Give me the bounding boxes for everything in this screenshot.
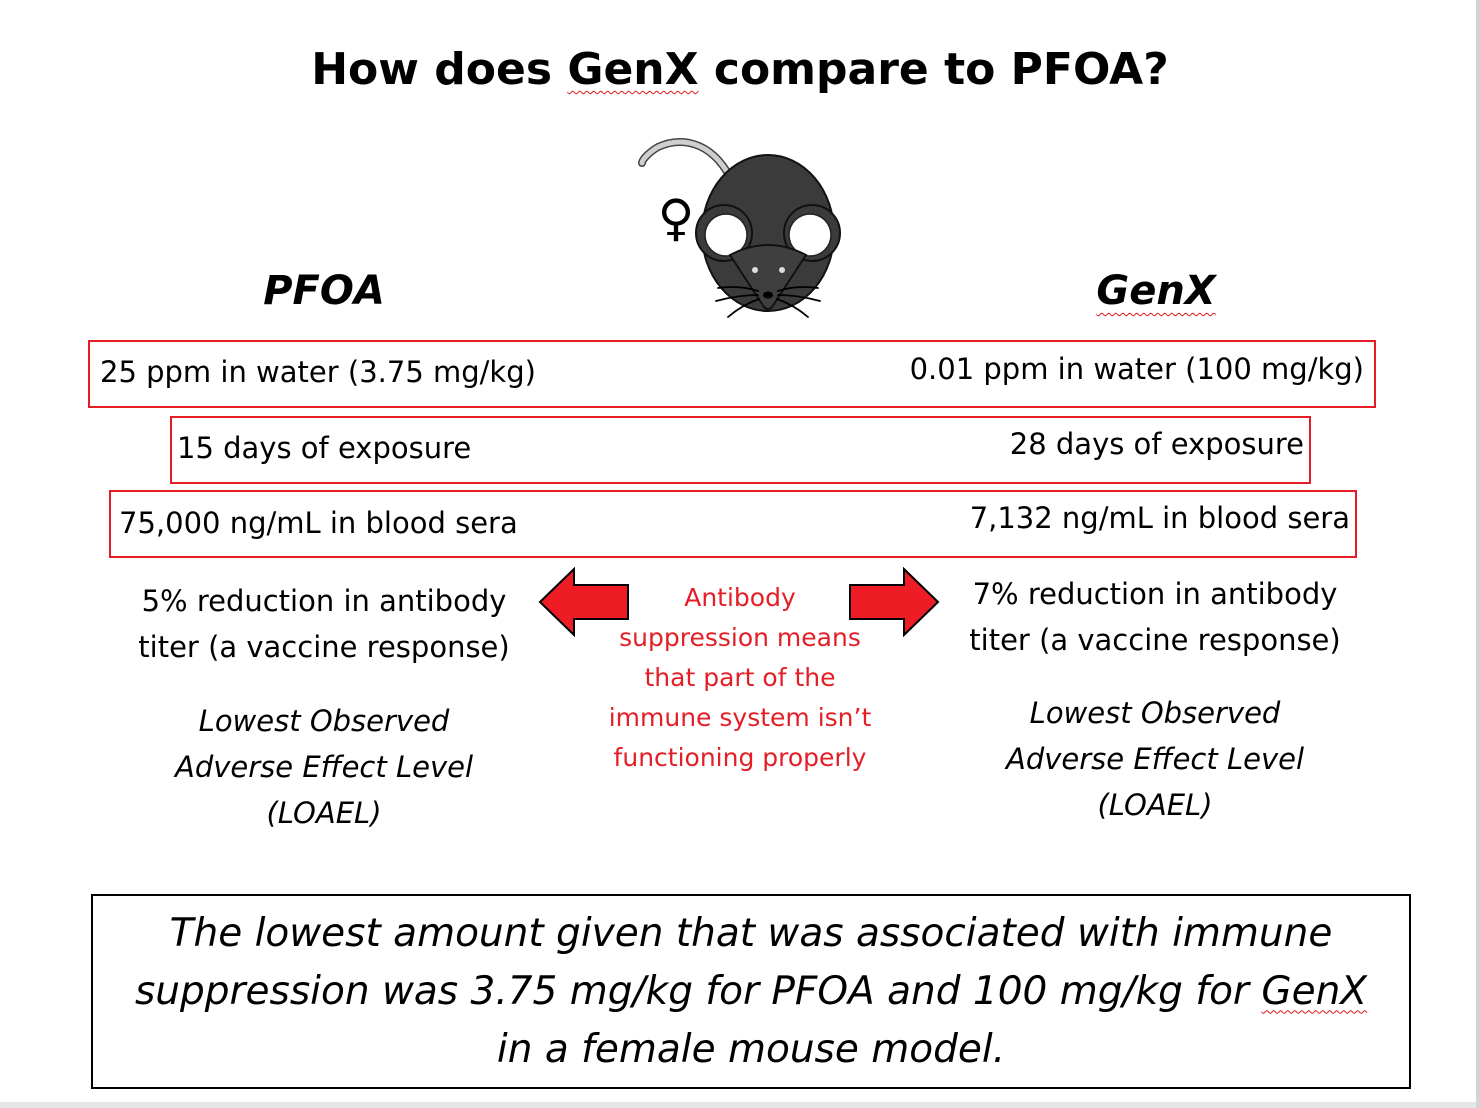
pfoa-loael: Lowest Observed Adverse Effect Level (LO…	[124, 698, 524, 836]
note-line2: suppression means	[619, 623, 861, 652]
genx-duration: 28 days of exposure	[1009, 427, 1304, 461]
duration-row-box	[170, 416, 1311, 484]
left-arrow-icon	[538, 567, 629, 637]
genx-heading: GenX	[1096, 268, 1216, 314]
conclusion-box: The lowest amount given that was associa…	[91, 894, 1411, 1089]
genx-effect-line1: 7% reduction in antibody	[972, 577, 1338, 611]
title-part-2: compare to PFOA?	[698, 44, 1169, 95]
pfoa-serum: 75,000 ng/mL in blood sera	[119, 506, 518, 540]
pfoa-loael-line2: Adverse Effect Level	[174, 750, 474, 784]
genx-loael: Lowest Observed Adverse Effect Level (LO…	[955, 690, 1355, 828]
genx-effect: 7% reduction in antibody titer (a vaccin…	[935, 571, 1375, 663]
conclusion-line3: in a female mouse model.	[496, 1026, 1006, 1072]
pfoa-effect-line2: titer (a vaccine response)	[138, 630, 510, 664]
antibody-note: Antibody suppression means that part of …	[580, 578, 900, 778]
serum-row-box	[109, 490, 1357, 558]
conclusion-line2: suppression was 3.75 mg/kg for PFOA and …	[135, 963, 1367, 1021]
note-line3: that part of the	[644, 663, 836, 692]
genx-effect-line2: titer (a vaccine response)	[969, 623, 1341, 657]
genx-loael-line1: Lowest Observed	[1029, 696, 1281, 730]
conclusion-line2-text: suppression was 3.75 mg/kg for PFOA and …	[134, 968, 1262, 1014]
pfoa-duration: 15 days of exposure	[177, 431, 472, 465]
genx-loael-line2: Adverse Effect Level	[1005, 742, 1305, 776]
pfoa-effect: 5% reduction in antibody titer (a vaccin…	[104, 578, 544, 670]
genx-dose: 0.01 ppm in water (100 mg/kg)	[909, 352, 1364, 386]
pfoa-effect-line1: 5% reduction in antibody	[141, 584, 507, 618]
dose-row-box	[88, 340, 1376, 408]
pfoa-dose: 25 ppm in water (3.75 mg/kg)	[100, 355, 536, 389]
note-line5: functioning properly	[613, 743, 867, 772]
right-arrow-icon	[849, 567, 940, 637]
pfoa-heading: PFOA	[263, 268, 385, 314]
conclusion-genx: GenX	[1261, 968, 1368, 1014]
mouse-icon	[638, 138, 841, 318]
genx-serum: 7,132 ng/mL in blood sera	[969, 501, 1350, 535]
slide-title: How does GenX compare to PFOA?	[0, 44, 1480, 95]
female-symbol: ♀	[657, 189, 695, 247]
genx-loael-line3: (LOAEL)	[1097, 788, 1213, 822]
title-genx: GenX	[567, 44, 699, 95]
pfoa-loael-line3: (LOAEL)	[266, 796, 382, 830]
pfoa-loael-line1: Lowest Observed	[198, 704, 450, 738]
bottom-edge	[0, 1102, 1480, 1108]
note-line4: immune system isn’t	[608, 703, 872, 732]
note-line1: Antibody	[684, 583, 796, 612]
conclusion-line1: The lowest amount given that was associa…	[169, 910, 1333, 956]
right-edge	[1476, 0, 1480, 1108]
title-part-1: How does	[311, 44, 568, 95]
